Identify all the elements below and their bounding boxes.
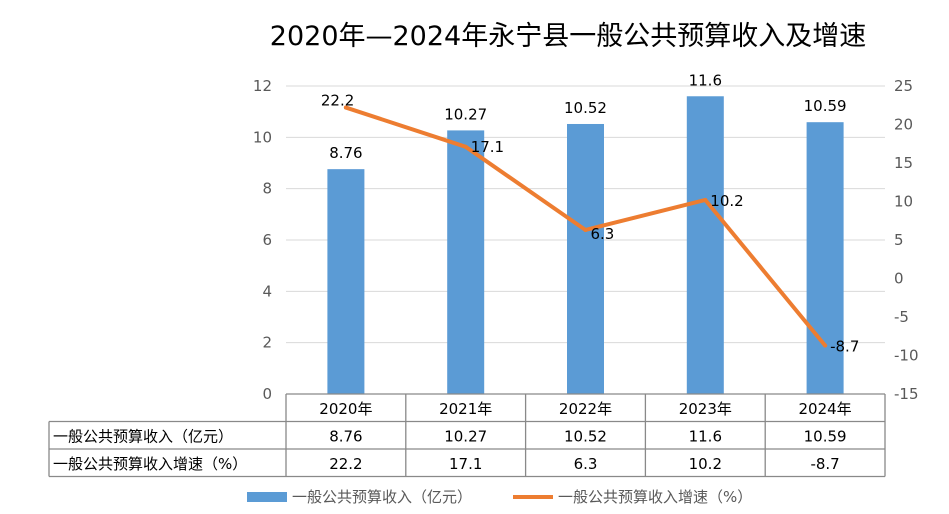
table-cell: 10.27 xyxy=(444,428,487,446)
bar xyxy=(447,130,485,395)
line-series: 22.2 17.1 6.3 10.2 -8.7 xyxy=(321,92,859,356)
chart-title: 2020年—2024年永宁县一般公共预算收入及增速 xyxy=(270,21,866,52)
table-cell: 6.3 xyxy=(574,455,598,473)
right-tick-label: 10 xyxy=(894,193,913,211)
line-data-label: 10.2 xyxy=(710,192,743,210)
bar-series: 8.76 10.27 10.52 11.6 10.59 xyxy=(327,71,847,395)
legend: 一般公共预算收入（亿元） 一般公共预算收入增速（%） xyxy=(247,488,752,506)
table-cell: 17.1 xyxy=(449,455,482,473)
bar-data-label: 11.6 xyxy=(689,71,722,89)
line-data-label: 22.2 xyxy=(321,92,354,110)
line-point xyxy=(463,144,468,149)
right-tick-label: -5 xyxy=(894,308,909,326)
left-tick-label: 12 xyxy=(253,77,272,95)
legend-label: 一般公共预算收入增速（%） xyxy=(558,488,752,506)
table-cell: -8.7 xyxy=(810,455,839,473)
right-tick-label: 25 xyxy=(894,77,913,95)
left-tick-label: 0 xyxy=(262,385,272,403)
x-tick-label: 2023年 xyxy=(679,400,732,418)
legend-swatch-bar xyxy=(247,492,287,502)
left-axis: 0 2 4 6 8 10 12 xyxy=(253,77,272,403)
table-cell: 10.59 xyxy=(804,428,847,446)
bar xyxy=(806,122,844,394)
left-tick-label: 4 xyxy=(262,282,272,300)
x-tick-label: 2024年 xyxy=(799,400,852,418)
right-tick-label: -10 xyxy=(894,347,919,365)
line-point xyxy=(583,227,588,232)
line-data-label: 17.1 xyxy=(471,138,504,156)
right-axis: -15 -10 -5 0 5 10 15 20 25 xyxy=(894,77,919,403)
left-tick-label: 6 xyxy=(262,231,272,249)
right-tick-label: 5 xyxy=(894,231,904,249)
line-point xyxy=(343,105,348,110)
left-tick-label: 8 xyxy=(262,180,272,198)
x-tick-label: 2022年 xyxy=(559,400,612,418)
bar-data-label: 8.76 xyxy=(329,144,362,162)
right-tick-label: -15 xyxy=(894,385,919,403)
table-cell: 10.52 xyxy=(564,428,607,446)
table-row-header: 一般公共预算收入增速（%） xyxy=(53,455,247,473)
x-tick-label: 2021年 xyxy=(439,400,492,418)
table-cell: 22.2 xyxy=(329,455,362,473)
bar-data-label: 10.52 xyxy=(564,99,607,117)
table-cell: 11.6 xyxy=(689,428,722,446)
left-tick-label: 10 xyxy=(253,128,272,146)
table-row-header: 一般公共预算收入（亿元） xyxy=(53,428,233,446)
right-tick-label: 15 xyxy=(894,154,913,172)
bar-data-label: 10.27 xyxy=(444,105,487,123)
legend-label: 一般公共预算收入（亿元） xyxy=(292,488,472,506)
bar xyxy=(327,169,365,394)
line-data-label: -8.7 xyxy=(830,337,859,355)
left-tick-label: 2 xyxy=(262,334,272,352)
x-tick-label: 2020年 xyxy=(319,400,372,418)
bar-data-label: 10.59 xyxy=(804,97,847,115)
line-point xyxy=(703,197,708,202)
table-cell: 10.2 xyxy=(689,455,722,473)
bar xyxy=(686,96,724,395)
table-cell: 8.76 xyxy=(329,428,362,446)
bar xyxy=(567,123,604,394)
right-tick-label: 0 xyxy=(894,270,904,288)
line-point xyxy=(823,343,828,348)
right-tick-label: 20 xyxy=(894,116,913,134)
line-data-label: 6.3 xyxy=(591,225,615,243)
